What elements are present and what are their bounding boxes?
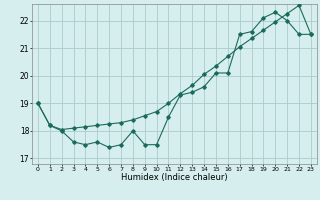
X-axis label: Humidex (Indice chaleur): Humidex (Indice chaleur)	[121, 173, 228, 182]
